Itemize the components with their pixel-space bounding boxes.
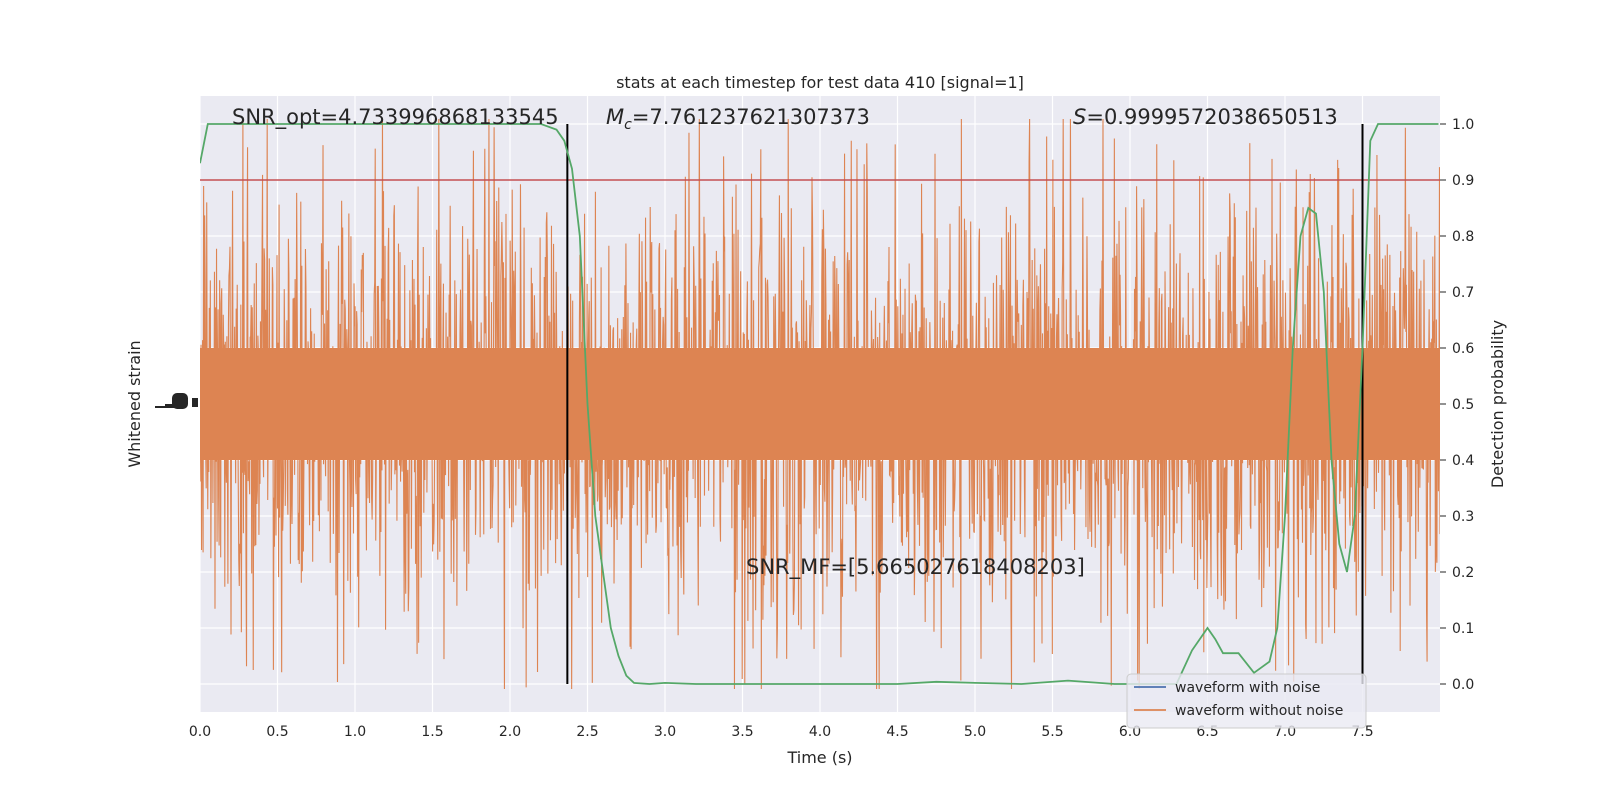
s-symbol: S xyxy=(1073,105,1086,129)
vertical-markers xyxy=(566,124,1364,684)
x-axis-label: Time (s) xyxy=(786,748,852,767)
x-tick-label: 5.0 xyxy=(964,724,986,740)
x-tick-label: 1.0 xyxy=(344,724,366,740)
y-tick-label: 0.5 xyxy=(1452,397,1474,413)
mc-subscript: c xyxy=(624,117,632,133)
snr-mf-annotation: SNR_MF=[5.665027618408203] xyxy=(746,555,1085,580)
x-tick-label: 3.5 xyxy=(731,724,753,740)
y-tick-label: 0.6 xyxy=(1452,341,1474,357)
y-tick-label: 1.0 xyxy=(1452,117,1474,133)
x-tick-label: 3.0 xyxy=(654,724,676,740)
x-tick-label: 4.5 xyxy=(886,724,908,740)
y-tick-label: 0.9 xyxy=(1452,173,1474,189)
left-axis-tick-cluster xyxy=(155,393,198,409)
y-tick-label: 0.1 xyxy=(1452,621,1474,637)
y-tick-label: 0.7 xyxy=(1452,285,1474,301)
x-tick-label: 1.5 xyxy=(421,724,443,740)
x-tick-label: 5.5 xyxy=(1041,724,1063,740)
detection-probability-line xyxy=(200,123,1439,685)
x-tick-label: 2.5 xyxy=(576,724,598,740)
x-tick-label: 4.0 xyxy=(809,724,831,740)
y-axis-left-label: Whitened strain xyxy=(125,340,144,467)
x-tick-label: 0.0 xyxy=(189,724,211,740)
chirp-mass-annotation: Mc=7.761237621307373 xyxy=(606,105,870,133)
snr-opt-annotation: SNR_opt=4.733996868133545 xyxy=(232,105,559,130)
legend-label-without-noise: waveform without noise xyxy=(1175,703,1343,719)
mc-value: =7.761237621307373 xyxy=(632,105,870,129)
y-tick-label: 0.2 xyxy=(1452,565,1474,581)
y-tick-label: 0.8 xyxy=(1452,229,1474,245)
mc-symbol: M xyxy=(606,105,624,129)
strain-series-group xyxy=(200,118,1440,690)
y-right-ticks: 0.0 0.1 0.2 0.3 0.4 0.5 0.6 0.7 0.8 0.9 1.0 xyxy=(1440,117,1474,693)
y-tick-label: 0.4 xyxy=(1452,453,1474,469)
legend-box xyxy=(1126,673,1367,729)
legend-label-with-noise: waveform with noise xyxy=(1175,680,1320,696)
waveform-dense-core xyxy=(200,348,1440,460)
s-value: =0.9999572038650513 xyxy=(1086,105,1337,129)
chart-title: stats at each timestep for test data 410… xyxy=(616,73,1024,92)
y-axis-right-label: Detection probability xyxy=(1488,320,1507,488)
x-tick-label: 2.0 xyxy=(499,724,521,740)
s-annotation: S=0.9999572038650513 xyxy=(1073,105,1338,129)
y-tick-label: 0.0 xyxy=(1452,677,1474,693)
y-tick-label: 0.3 xyxy=(1452,509,1474,525)
x-tick-label: 0.5 xyxy=(266,724,288,740)
legend: waveform with noise waveform without noi… xyxy=(1126,673,1367,729)
